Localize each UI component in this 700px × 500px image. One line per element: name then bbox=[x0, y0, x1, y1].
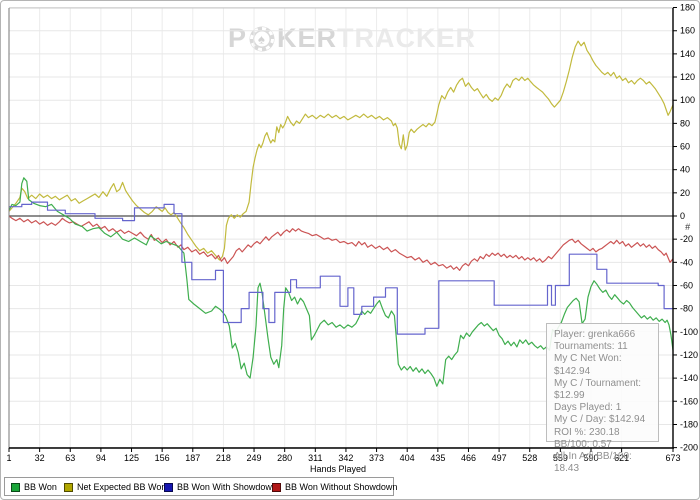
y-tick-label: 160 bbox=[680, 26, 695, 36]
series-line-bb-won bbox=[8, 177, 674, 387]
y-tick-label: -20 bbox=[680, 234, 693, 244]
legend-swatch-icon bbox=[11, 482, 20, 492]
series-line-bb-won-without-showdown bbox=[8, 215, 674, 271]
x-tick-label: 466 bbox=[461, 453, 476, 463]
tooltip-stat-line: My C Net Won: $142.94 bbox=[554, 353, 622, 377]
tooltip-stat-line: Tournaments: 11 bbox=[554, 341, 628, 353]
legend-item: BB Won bbox=[11, 482, 57, 492]
x-tick-label: 1 bbox=[6, 453, 11, 463]
x-tick-label: 187 bbox=[185, 453, 200, 463]
y-tick-label: -40 bbox=[680, 257, 693, 267]
y-tick-label: 140 bbox=[680, 49, 695, 59]
y-tick-label: 100 bbox=[680, 95, 695, 105]
y-tick-label: -80 bbox=[680, 304, 693, 314]
tooltip-stat-line: My C / Tournament: $12.99 bbox=[554, 377, 642, 402]
x-tick-label: 435 bbox=[430, 453, 445, 463]
x-tick-label: 559 bbox=[553, 453, 568, 463]
legend-swatch-icon bbox=[272, 482, 281, 492]
x-tick-label: 311 bbox=[308, 453, 322, 463]
y-tick-label: -160 bbox=[680, 396, 698, 406]
y-tick-label: -120 bbox=[680, 350, 698, 360]
y-tick-label: 0 bbox=[680, 211, 685, 221]
x-tick-label: 63 bbox=[65, 453, 75, 463]
stats-tooltip: Player: grenka666 Tournaments: 11 My C Net… bbox=[546, 323, 659, 474]
tooltip-stat-line: My C / Day: $142.94 bbox=[554, 414, 646, 426]
tooltip-stat-line: Player: grenka666 bbox=[554, 329, 636, 340]
x-tick-label: 404 bbox=[400, 453, 415, 463]
tooltip-stat-line: ROI %: 230.18 bbox=[554, 426, 620, 438]
legend-swatch-icon bbox=[164, 482, 173, 492]
watermark-text-tracker: TRACKER bbox=[337, 23, 477, 53]
legend-label: BB Won With Showdown bbox=[177, 482, 277, 492]
x-axis-title: Hands Played bbox=[310, 464, 366, 474]
legend-item: BB Won With Showdown bbox=[164, 482, 277, 492]
y-tick-label: 80 bbox=[680, 118, 690, 128]
x-tick-label: 94 bbox=[96, 453, 106, 463]
y-tick-label: 20 bbox=[680, 188, 690, 198]
tooltip-stat-line: All-In Adj BB/100: 18.43 bbox=[554, 451, 632, 475]
legend-label: BB Won bbox=[24, 482, 57, 492]
tooltip-stat-line: BB/100: 0.57 bbox=[554, 438, 612, 450]
series-line-net-expected-bb-won bbox=[8, 40, 674, 261]
watermark-text-ker: KER bbox=[277, 23, 338, 53]
y-tick-label: -140 bbox=[680, 373, 698, 383]
legend-swatch-icon bbox=[64, 482, 73, 492]
x-tick-label: 373 bbox=[369, 453, 384, 463]
x-tick-label: 280 bbox=[277, 453, 292, 463]
y-tick-label: -180 bbox=[680, 419, 698, 429]
x-tick-label: 156 bbox=[155, 453, 170, 463]
x-tick-label: 673 bbox=[665, 453, 680, 463]
x-tick-label: 342 bbox=[338, 453, 353, 463]
legend-label: Net Expected BB Won bbox=[77, 482, 167, 492]
y-axis-title: # bbox=[685, 222, 691, 232]
y-tick-label: 60 bbox=[680, 142, 690, 152]
x-tick-label: 32 bbox=[35, 453, 45, 463]
x-tick-label: 249 bbox=[247, 453, 262, 463]
spade-icon: ♠ bbox=[258, 31, 266, 46]
legend: BB Won Net Expected BB Won BB Won With Sho… bbox=[4, 477, 397, 496]
poker-chip-icon: ♠ bbox=[249, 26, 275, 51]
legend-label: BB Won Without Showdown bbox=[285, 482, 398, 492]
y-tick-label: 120 bbox=[680, 72, 695, 82]
legend-item: Net Expected BB Won bbox=[64, 482, 166, 492]
y-tick-label: 180 bbox=[680, 3, 695, 13]
x-tick-label: 497 bbox=[492, 453, 507, 463]
x-tick-label: 528 bbox=[522, 453, 537, 463]
x-tick-label: 125 bbox=[124, 453, 139, 463]
x-tick-label: 218 bbox=[216, 453, 231, 463]
tooltip-stat-line: Days Played: 1 bbox=[554, 402, 622, 414]
legend-item: BB Won Without Showdown bbox=[272, 482, 397, 492]
y-tick-label: 40 bbox=[680, 165, 690, 175]
x-tick-label: 621 bbox=[614, 453, 629, 463]
x-tick-label: 590 bbox=[583, 453, 598, 463]
series-line-bb-won-with-showdown bbox=[9, 201, 673, 335]
y-tick-label: -200 bbox=[680, 443, 698, 453]
y-tick-label: -100 bbox=[680, 327, 698, 337]
pokertracker-watermark: P ♠ KER TRACKER bbox=[228, 23, 476, 54]
y-tick-label: -60 bbox=[680, 280, 693, 290]
